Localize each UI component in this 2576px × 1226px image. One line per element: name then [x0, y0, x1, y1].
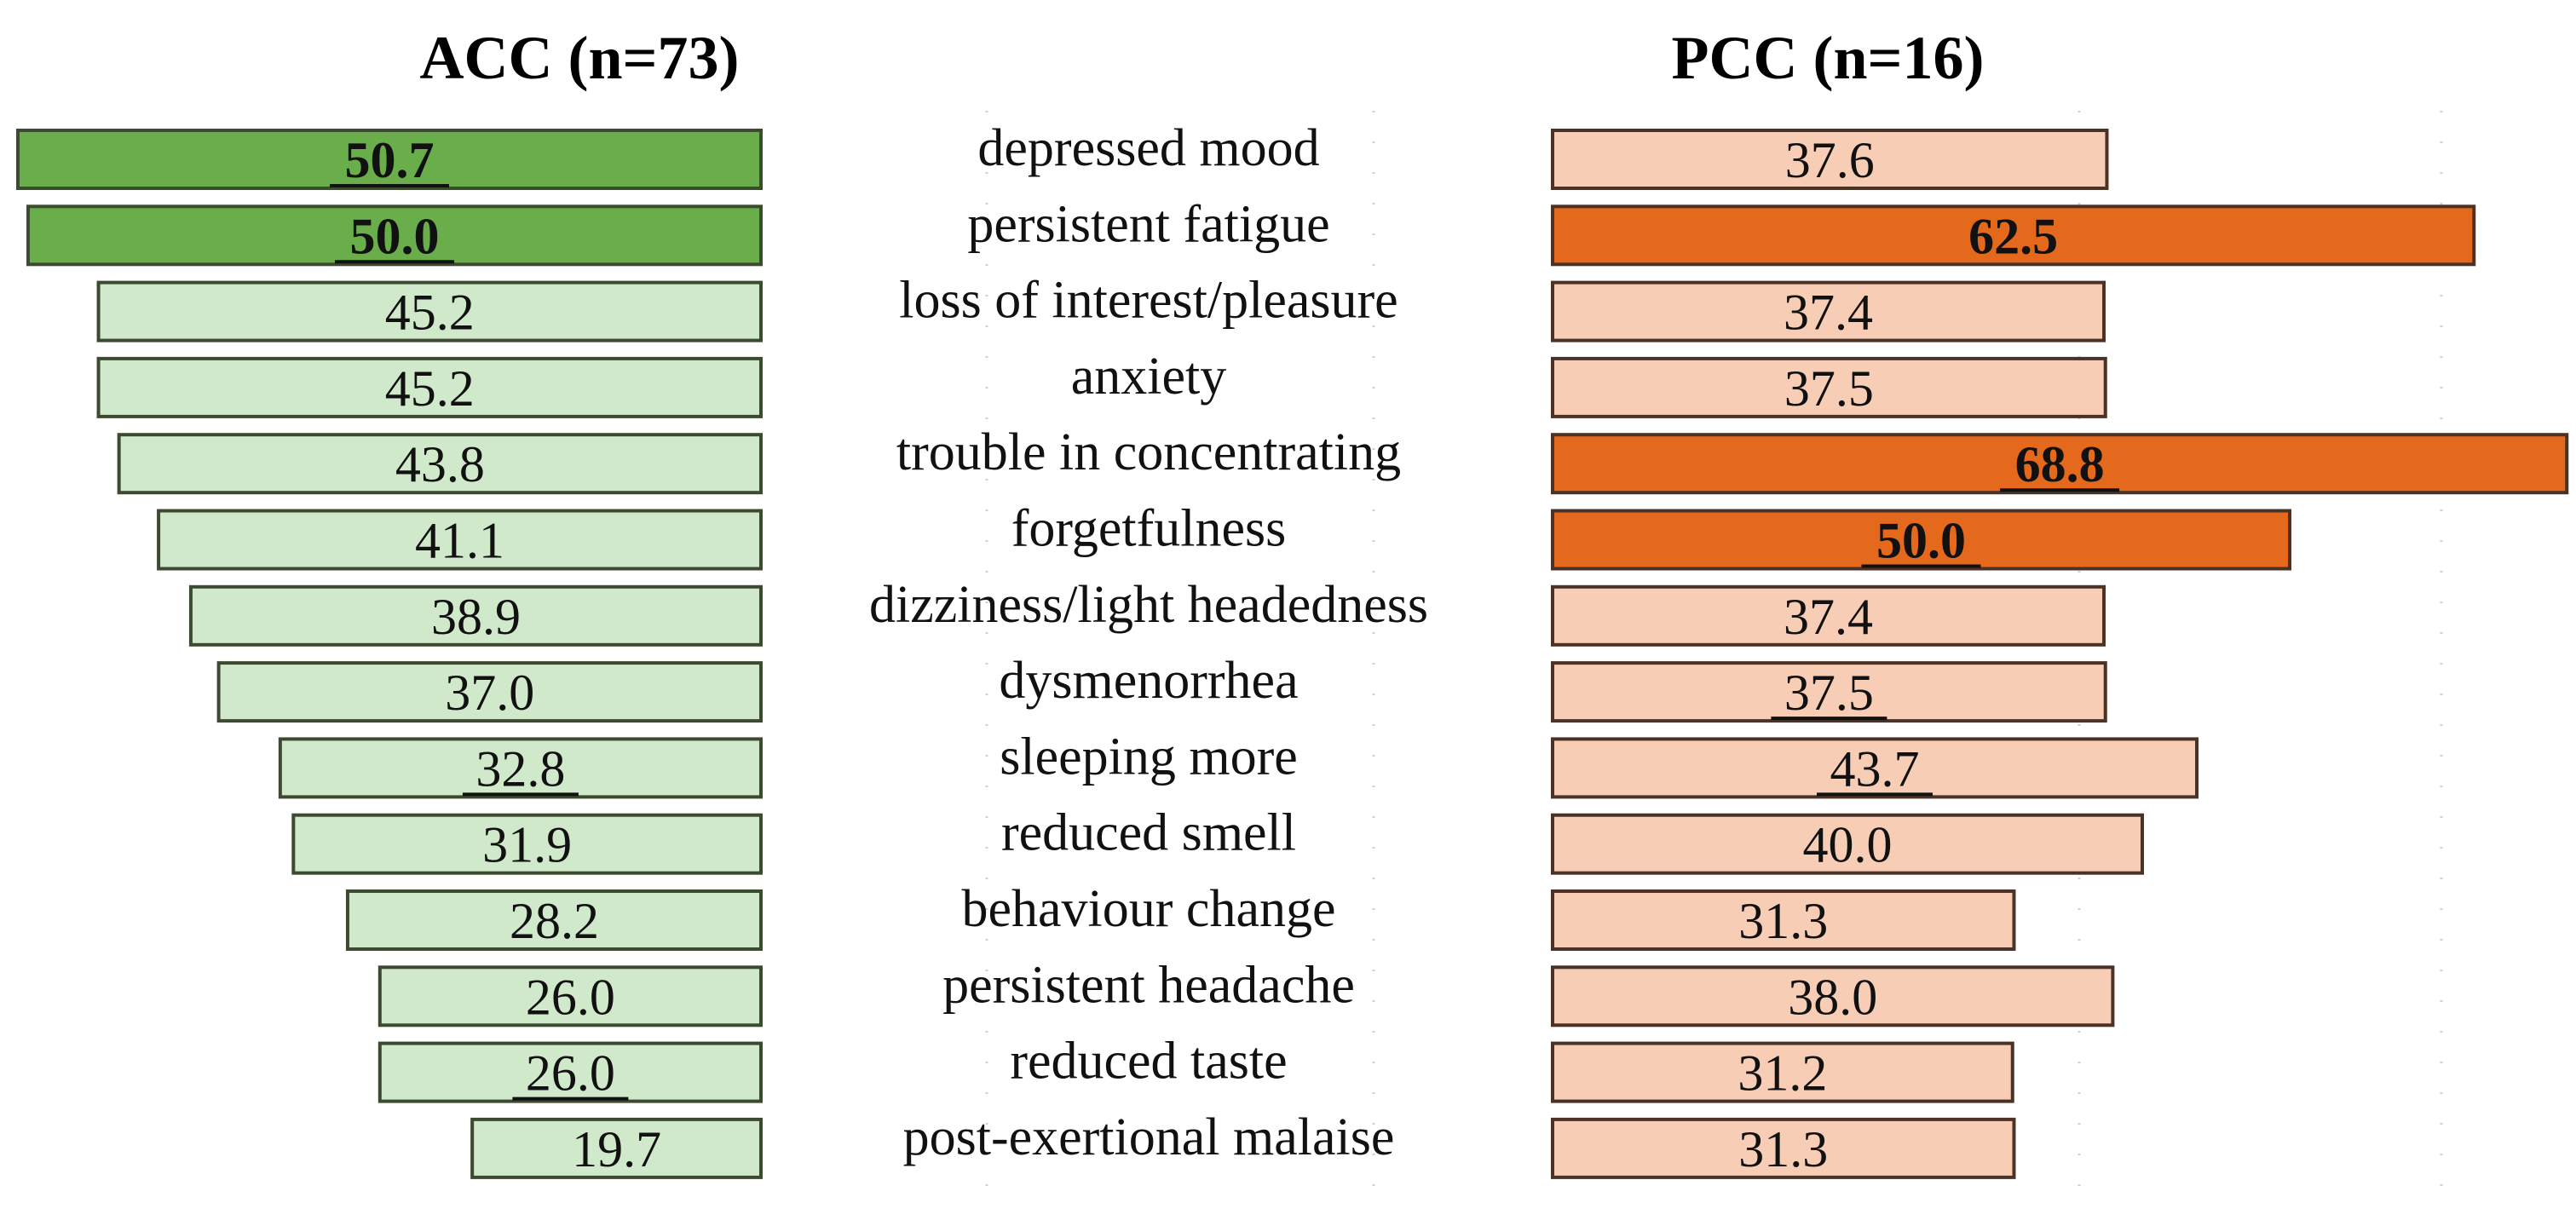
acc-bar: [216, 661, 764, 723]
pcc-bar: [1551, 356, 2107, 418]
acc-bar: [26, 204, 763, 267]
pcc-value-label: 37.5: [1784, 360, 1874, 417]
acc-title: ACC (n=73): [419, 24, 739, 92]
acc-bar: [117, 433, 763, 495]
pcc-bar: [1551, 433, 2569, 495]
pcc-value-label: 40.0: [1803, 817, 1893, 873]
pcc-bar: [1551, 129, 2109, 190]
acc-bars: 50.7 50.0 45.2 45.2 43.8 41.1 38.9 37.0 32.8 31.9…: [15, 129, 764, 1179]
pcc-value-label: 37.6: [1785, 132, 1875, 188]
acc-bar: [96, 356, 763, 418]
category-label: post-exertional malaise: [903, 1108, 1395, 1166]
pcc-bar: [1551, 1117, 2016, 1179]
acc-bar: [291, 813, 763, 875]
category-label: behaviour change: [962, 880, 1336, 938]
pcc-value-label: 43.7: [1830, 740, 1920, 797]
category-label: dysmenorrhea: [999, 652, 1298, 710]
pcc-value-label: 38.0: [1788, 969, 1877, 1025]
pcc-title: PCC (n=16): [1672, 24, 1985, 92]
category-label: depressed mood: [977, 119, 1319, 177]
acc-bar: [15, 129, 763, 190]
pcc-bar: [1551, 1041, 2014, 1103]
pcc-value-label: 31.2: [1738, 1045, 1827, 1102]
acc-value-label: 50.7: [344, 132, 434, 188]
acc-value-label: 45.2: [385, 360, 475, 417]
pcc-bar: [1551, 280, 2106, 342]
acc-value-label: 19.7: [572, 1121, 661, 1177]
category-label: forgetfulness: [1011, 500, 1287, 558]
acc-value-label: 41.1: [415, 513, 504, 569]
pcc-bar: [1551, 204, 2476, 267]
pcc-value-label: 31.3: [1738, 893, 1828, 949]
category-label: anxiety: [1071, 348, 1227, 406]
acc-value-label: 26.0: [526, 1045, 615, 1102]
pcc-bar: [1551, 509, 2291, 571]
acc-value-label: 28.2: [510, 893, 599, 949]
acc-bar: [278, 737, 763, 799]
pcc-bar: [1551, 889, 2016, 951]
pcc-value-label: 37.4: [1784, 285, 1873, 341]
acc-bar: [377, 965, 763, 1027]
acc-value-label: 37.0: [445, 665, 534, 721]
acc-value-label: 26.0: [526, 969, 615, 1025]
pcc-bar: [1551, 737, 2199, 799]
category-labels: depressed mood persistent fatigue loss of …: [869, 119, 1428, 1166]
acc-bar: [157, 509, 763, 571]
acc-value-label: 32.8: [475, 740, 565, 797]
pcc-value-label: 37.4: [1784, 589, 1873, 645]
acc-value-label: 45.2: [385, 285, 475, 341]
acc-bar: [377, 1041, 763, 1103]
pcc-value-label: 68.8: [2015, 436, 2105, 492]
acc-bar: [345, 889, 763, 951]
pcc-bars: 37.662.537.437.568.850.037.437.543.740.0…: [1551, 129, 2569, 1179]
acc-bar: [470, 1117, 763, 1179]
pcc-value-label: 31.3: [1738, 1121, 1828, 1177]
category-label: loss of interest/pleasure: [899, 272, 1397, 330]
pcc-bar: [1551, 965, 2115, 1027]
category-label: persistent headache: [942, 956, 1355, 1014]
acc-bar: [96, 280, 763, 342]
acc-bar: [188, 584, 764, 647]
pcc-bar: [1551, 661, 2107, 723]
acc-value-label: 43.8: [395, 436, 485, 492]
category-label: dizziness/light headedness: [869, 576, 1428, 634]
category-label: reduced taste: [1010, 1033, 1287, 1091]
category-label: persistent fatigue: [967, 195, 1329, 253]
acc-value-label: 38.9: [431, 589, 521, 645]
pcc-value-label: 50.0: [1876, 513, 1966, 569]
category-label: sleeping more: [1000, 728, 1298, 786]
category-label: trouble in concentrating: [896, 423, 1401, 481]
acc-value-label: 50.0: [350, 208, 440, 264]
category-label: reduced smell: [1001, 804, 1296, 862]
pcc-value-label: 62.5: [1968, 208, 2058, 264]
pcc-bar: [1551, 584, 2106, 647]
acc-value-label: 31.9: [482, 817, 572, 873]
pcc-bar: [1551, 813, 2144, 875]
pcc-value-label: 37.5: [1784, 665, 1874, 721]
